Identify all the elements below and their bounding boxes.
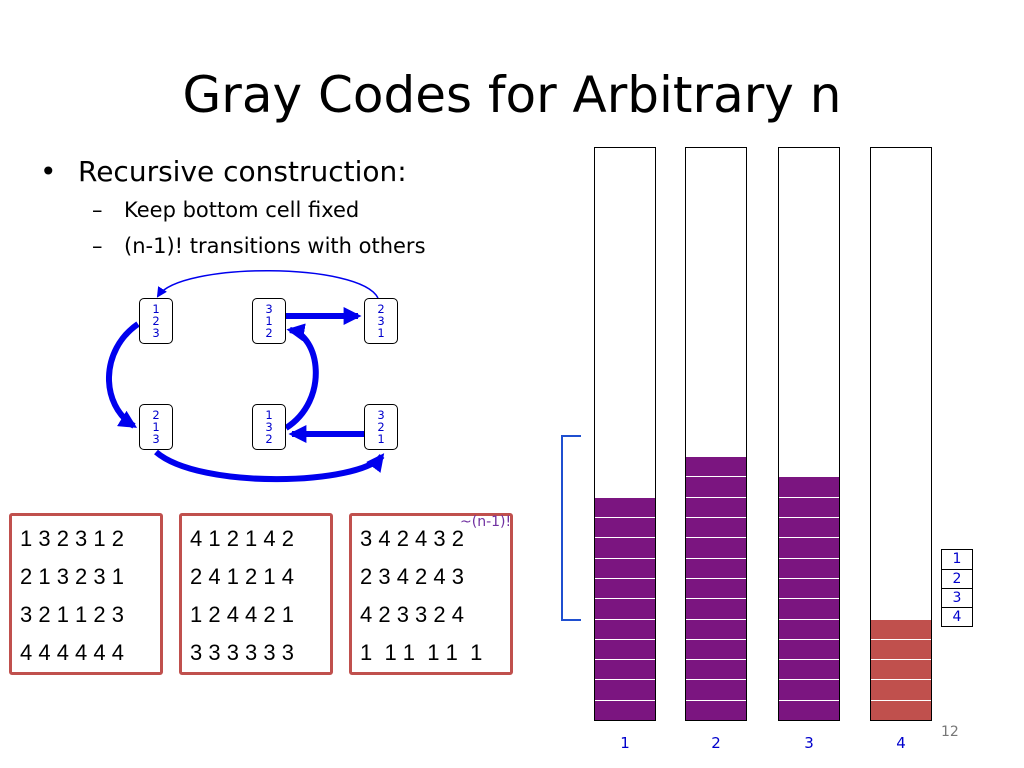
legend-cell: 4 [942, 607, 972, 626]
filled-cell [686, 476, 746, 497]
sequence-row: 3 3 3 3 3 3 [190, 640, 294, 665]
arrow-213-to-321 [154, 449, 385, 483]
column-label: 2 [711, 734, 721, 752]
filled-cell [595, 638, 655, 660]
filled-cell [686, 496, 746, 518]
sequence-row: 1 1 1 1 1 1 [360, 640, 483, 665]
sequence-box-1: 1 3 2 3 1 2 2 1 3 2 3 1 3 2 1 1 2 3 4 4 … [9, 513, 163, 675]
subbullet-text: Keep bottom cell fixed [124, 198, 360, 222]
column-label: 1 [620, 734, 630, 752]
subbullet-dash: – [92, 234, 103, 258]
perm-node-213: 2 1 3 [139, 404, 173, 450]
filled-cell [779, 659, 839, 680]
arrow-231-to-123 [156, 270, 379, 299]
legend-cell: 3 [942, 588, 972, 607]
filled-cell [686, 699, 746, 720]
sequence-row: 4 1 2 1 4 2 [190, 526, 294, 551]
column-4 [870, 147, 932, 721]
filled-cell [779, 476, 839, 497]
perm-node-123: 1 2 3 [139, 298, 173, 344]
sequence-row: 4 4 4 4 4 4 [20, 640, 124, 665]
column-label: 4 [896, 734, 906, 752]
filled-cell [595, 679, 655, 700]
filled-cell [779, 537, 839, 558]
filled-cell [686, 557, 746, 578]
filled-cell [871, 618, 931, 639]
filled-cell [595, 577, 655, 599]
filled-cell [595, 537, 655, 558]
column-3 [778, 147, 840, 721]
legend-cell: 2 [942, 569, 972, 588]
filled-cell [686, 618, 746, 639]
column-2 [685, 147, 747, 721]
filled-cell [686, 537, 746, 558]
bullet-dot: • [40, 155, 57, 188]
filled-cell [686, 659, 746, 680]
filled-cell [779, 618, 839, 639]
filled-cell [686, 638, 746, 660]
filled-cell [595, 699, 655, 720]
bullet-text: Recursive construction: [78, 155, 407, 188]
filled-cell [686, 577, 746, 599]
subbullet-dash: – [92, 198, 103, 222]
subbullet-item: – (n-1)! transitions with others [92, 228, 426, 264]
subbullet-item: – Keep bottom cell fixed [92, 192, 426, 228]
filled-cell [595, 517, 655, 538]
sequence-row: 2 3 4 2 4 3 [360, 564, 464, 589]
column-label: 3 [804, 734, 814, 752]
slide-title: Gray Codes for Arbitrary n [182, 66, 842, 124]
filled-cell [686, 598, 746, 619]
sequence-row: 2 1 3 2 3 1 [20, 564, 124, 589]
sequence-box-3: 3 4 2 4 3 2 2 3 4 2 4 3 4 2 3 3 2 4 1 1 … [349, 513, 513, 675]
perm-node-312: 3 1 2 [252, 298, 286, 344]
filled-cell [871, 659, 931, 680]
bullet-item: • Recursive construction: [40, 152, 426, 192]
filled-cell [595, 618, 655, 639]
filled-cell [871, 638, 931, 660]
legend-cell: 1 [952, 551, 962, 567]
arrow-132-to-312 [284, 323, 319, 431]
filled-cell [871, 679, 931, 700]
sequence-row: 3 2 1 1 2 3 [20, 602, 124, 627]
filled-cell [779, 577, 839, 599]
column-1 [594, 147, 656, 721]
filled-cell [779, 496, 839, 518]
filled-cell [779, 699, 839, 720]
subbullet-text: (n-1)! transitions with others [124, 234, 426, 258]
filled-cell [686, 517, 746, 538]
sequence-row: 1 2 4 4 2 1 [190, 602, 294, 627]
filled-cell [779, 557, 839, 578]
column-bracket [561, 435, 581, 621]
arrow-123-to-213 [106, 321, 140, 429]
perm-node-231: 2 3 1 [364, 298, 398, 344]
filled-cell [686, 456, 746, 477]
sequence-box-2: 4 1 2 1 4 2 2 4 1 2 1 4 1 2 4 4 2 1 3 3 … [179, 513, 333, 675]
sequence-row: 1 3 2 3 1 2 [20, 526, 124, 551]
sequence-row: 4 2 3 3 2 4 [360, 602, 464, 627]
sequence-row: 3 4 2 4 3 2 [360, 526, 464, 551]
filled-cell [595, 496, 655, 518]
annotation: ~(n-1)! [460, 514, 512, 530]
cell-legend: 1 2 3 4 [941, 549, 973, 627]
filled-cell [595, 659, 655, 680]
perm-node-132: 1 3 2 [252, 404, 286, 450]
filled-cell [871, 699, 931, 720]
perm-node-321: 3 2 1 [364, 404, 398, 450]
filled-cell [779, 517, 839, 538]
bullet-list: • Recursive construction: – Keep bottom ce… [40, 152, 426, 264]
page-number: 12 [941, 724, 959, 740]
filled-cell [595, 598, 655, 619]
filled-cell [686, 679, 746, 700]
filled-cell [779, 638, 839, 660]
filled-cell [779, 679, 839, 700]
filled-cell [595, 557, 655, 578]
sequence-row: 2 4 1 2 1 4 [190, 564, 294, 589]
filled-cell [779, 598, 839, 619]
